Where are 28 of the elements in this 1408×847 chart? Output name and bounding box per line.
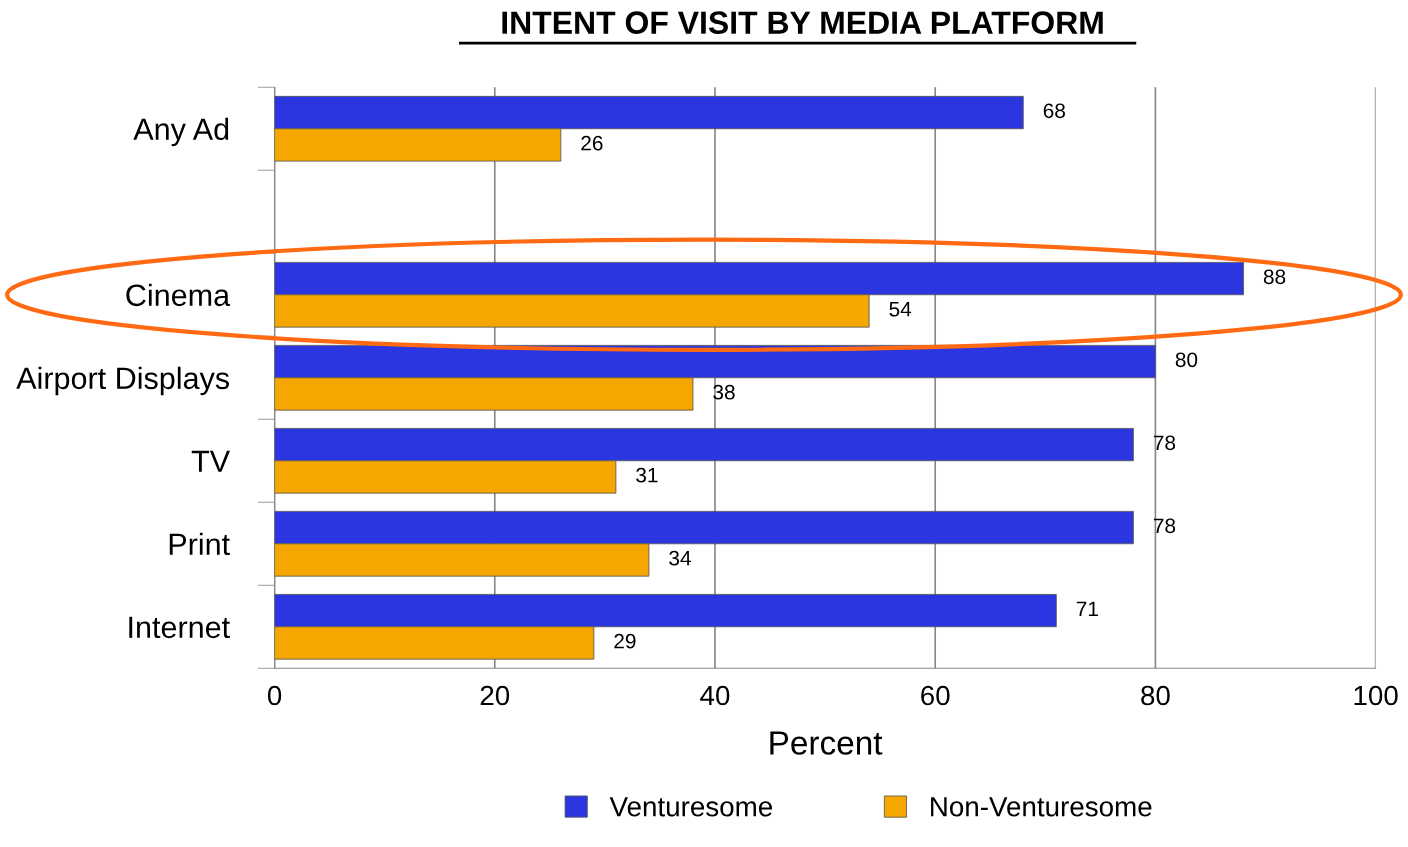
data-label: 54	[889, 302, 912, 317]
y-tick-label: Airport Displays	[16, 366, 230, 396]
legend-label: Venturesome	[609, 797, 772, 817]
x-axis-title: Percent	[770, 731, 883, 755]
x-tick-label: 100	[1354, 685, 1398, 706]
y-tick-label: Any Ad	[133, 117, 229, 147]
data-label: 34	[669, 550, 691, 566]
x-tick-label: 40	[700, 685, 730, 706]
data-label: 88	[1263, 269, 1286, 285]
data-label: 26	[581, 135, 603, 151]
x-tick-label: 0	[267, 685, 282, 706]
y-tick-label: Print	[169, 532, 230, 556]
y-tick-label: TV	[191, 450, 230, 472]
y-tick-label: Internet	[129, 616, 230, 639]
data-label: 29	[614, 633, 636, 649]
data-label: 78	[1153, 518, 1176, 534]
x-tick-label: 20	[480, 685, 510, 706]
data-label: 71	[1076, 601, 1098, 616]
x-tick-label: 80	[1141, 685, 1170, 706]
data-label: 80	[1175, 352, 1198, 368]
data-label: 38	[713, 384, 735, 400]
y-tick-label: Cinema	[126, 283, 231, 307]
data-label: 68	[1043, 103, 1065, 119]
data-label: 78	[1153, 435, 1176, 451]
data-label: 31	[636, 467, 658, 483]
x-tick-label: 60	[921, 685, 950, 706]
chart-title: INTENT OF VISIT BY MEDIA PLATFORM	[502, 11, 1103, 34]
legend-label: Non-Venturesome	[931, 797, 1152, 817]
